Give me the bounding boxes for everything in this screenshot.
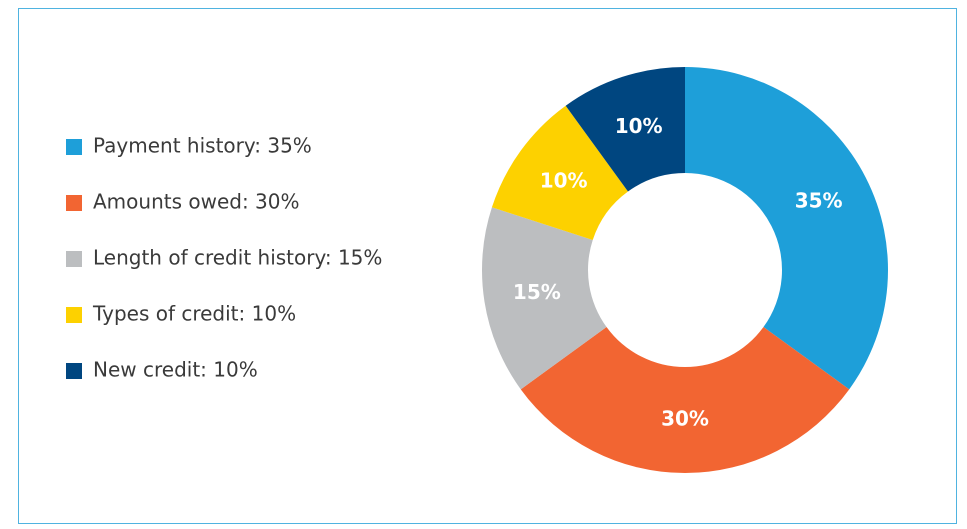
legend-swatch	[66, 307, 82, 323]
legend-text: Amounts owed: 30%	[93, 190, 300, 214]
legend-text: Types of credit: 10%	[92, 302, 296, 326]
slice-label: 10%	[540, 168, 588, 192]
legend-text: Payment history: 35%	[93, 134, 312, 158]
slice-label: 35%	[795, 188, 843, 212]
slice	[565, 67, 685, 192]
slice	[482, 207, 607, 390]
legend-text: New credit: 10%	[93, 358, 258, 382]
slice	[491, 105, 628, 241]
legend-swatch	[66, 195, 82, 211]
slice-label: 10%	[615, 114, 663, 138]
slice	[520, 327, 850, 474]
legend-text: Length of credit history: 15%	[93, 246, 382, 270]
legend-swatch	[66, 139, 82, 155]
legend-swatch	[66, 363, 82, 379]
slice-label: 15%	[513, 280, 561, 304]
slice-label: 30%	[661, 407, 709, 431]
slice	[685, 67, 888, 390]
legend-swatch	[66, 251, 82, 267]
